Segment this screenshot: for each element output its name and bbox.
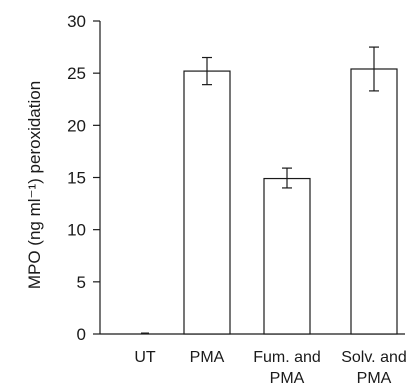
y-tick-label: 0: [77, 325, 86, 344]
x-tick-label: Fum. and PMA: [253, 349, 321, 387]
x-tick-label: PMA: [190, 349, 225, 366]
y-tick-label: 10: [67, 221, 86, 240]
error-bars: [202, 46, 379, 189]
bar: [350, 68, 398, 335]
y-tick-label: 25: [67, 64, 86, 83]
y-axis: 0 5 10 15 20 25 30: [67, 12, 101, 344]
y-tick-label: 5: [77, 273, 86, 292]
y-axis-title: MPO (ng ml⁻¹) peroxidation: [25, 81, 44, 289]
x-tick-labels: UT PMA Fum. and PMA Solv. and PMA: [134, 349, 406, 387]
y-tick-label: 15: [67, 169, 86, 188]
bar: [183, 70, 231, 335]
bars: [141, 68, 398, 335]
bar: [263, 177, 311, 335]
x-tick-label: UT: [134, 349, 156, 366]
x-tick-label: Solv. and PMA: [341, 349, 406, 387]
y-tick-label: 30: [67, 12, 86, 31]
y-tick-label: 20: [67, 116, 86, 135]
